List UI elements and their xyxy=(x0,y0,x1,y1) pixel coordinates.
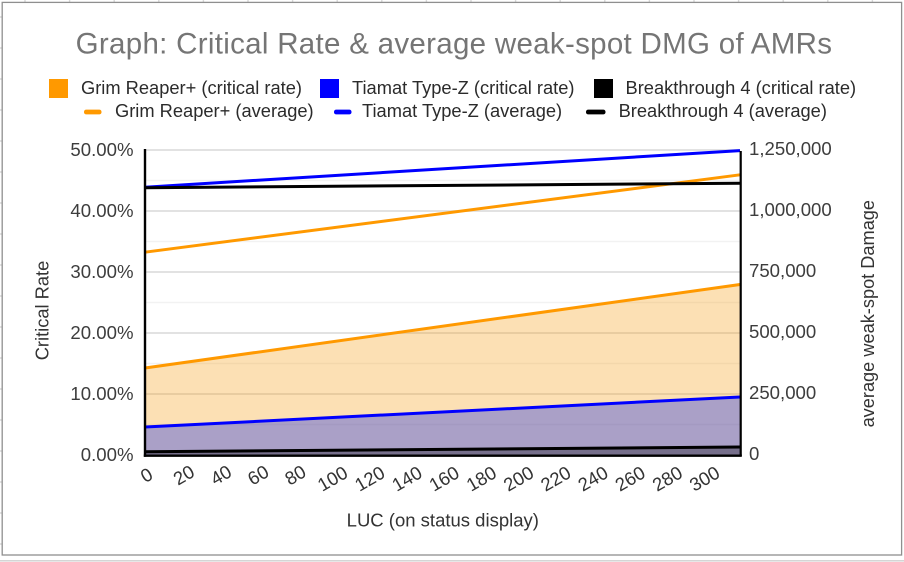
svg-text:40.00%: 40.00% xyxy=(70,200,133,221)
svg-text:Breakthrough 4 (critical rate): Breakthrough 4 (critical rate) xyxy=(626,77,857,98)
svg-text:Grim Reaper+ (critical rate): Grim Reaper+ (critical rate) xyxy=(81,77,302,98)
svg-text:Tiamat Type-Z (average): Tiamat Type-Z (average) xyxy=(362,100,562,121)
svg-text:Critical Rate: Critical Rate xyxy=(32,261,53,361)
svg-text:average weak-spot Damage: average weak-spot Damage xyxy=(858,200,878,427)
svg-text:750,000: 750,000 xyxy=(749,260,816,281)
svg-text:Breakthrough 4 (average): Breakthrough 4 (average) xyxy=(619,100,827,121)
svg-text:500,000: 500,000 xyxy=(749,321,816,342)
svg-text:Tiamat Type-Z (critical rate): Tiamat Type-Z (critical rate) xyxy=(352,77,574,98)
svg-text:0.00%: 0.00% xyxy=(81,444,134,465)
svg-text:LUC (on status display): LUC (on status display) xyxy=(347,510,539,531)
svg-text:1,250,000: 1,250,000 xyxy=(749,138,832,159)
svg-text:30.00%: 30.00% xyxy=(70,261,133,282)
svg-text:10.00%: 10.00% xyxy=(70,383,133,404)
svg-text:Graph: Critical Rate & average: Graph: Critical Rate & average weak-spot… xyxy=(76,28,833,61)
svg-text:1,000,000: 1,000,000 xyxy=(749,199,832,220)
svg-text:Grim Reaper+ (average): Grim Reaper+ (average) xyxy=(115,100,314,121)
svg-text:0: 0 xyxy=(749,443,759,464)
svg-text:20.00%: 20.00% xyxy=(70,322,133,343)
svg-text:50.00%: 50.00% xyxy=(70,139,133,160)
svg-text:250,000: 250,000 xyxy=(749,382,816,403)
